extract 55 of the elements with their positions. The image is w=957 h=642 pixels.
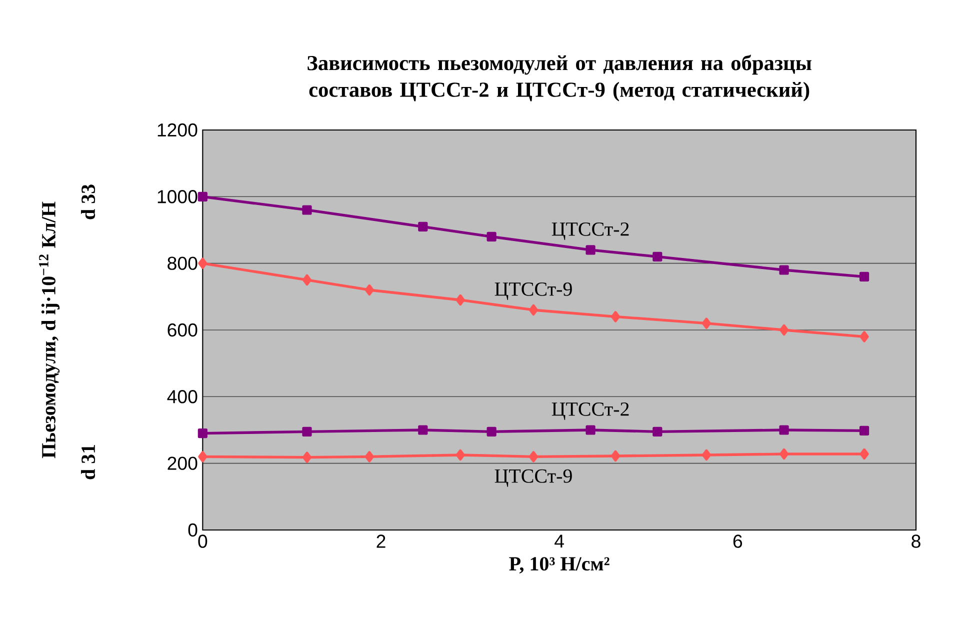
series-label: ЦТССт-9 bbox=[494, 282, 572, 300]
point bbox=[779, 425, 789, 435]
point bbox=[779, 265, 789, 275]
point bbox=[586, 245, 596, 255]
y-tick-label: 1000 bbox=[158, 190, 198, 204]
x-tick-label: 8 bbox=[912, 534, 920, 548]
point bbox=[364, 284, 374, 296]
point bbox=[198, 428, 208, 438]
x-tick-label: 4 bbox=[554, 534, 564, 548]
point bbox=[702, 318, 711, 329]
y-tick-label: 0 bbox=[188, 523, 198, 537]
point bbox=[418, 222, 428, 232]
point bbox=[456, 294, 465, 306]
point bbox=[198, 451, 208, 462]
point bbox=[859, 426, 870, 436]
y-axis-title: Пьезомодули, d ij·10$^{−12}$ Кл/Н bbox=[39, 202, 60, 458]
y-tick-label: 400 bbox=[167, 390, 198, 404]
point bbox=[779, 324, 789, 336]
point bbox=[302, 205, 312, 215]
y-tick-label: 1200 bbox=[158, 123, 198, 137]
point bbox=[418, 425, 428, 435]
y-tick-label: 600 bbox=[168, 323, 198, 337]
point bbox=[586, 425, 596, 435]
point bbox=[652, 252, 662, 262]
point bbox=[486, 232, 496, 242]
x-axis-title: P, 10³ Н/см² bbox=[509, 557, 610, 574]
point bbox=[860, 448, 869, 460]
point bbox=[456, 449, 465, 461]
text: d 31 bbox=[80, 444, 96, 480]
y-tick-label: 200 bbox=[168, 456, 198, 470]
point bbox=[302, 426, 312, 436]
point bbox=[198, 192, 208, 202]
point bbox=[528, 304, 538, 316]
x-tick-label: 2 bbox=[376, 534, 386, 548]
point bbox=[779, 448, 789, 460]
point bbox=[859, 272, 870, 282]
x-tick-label: 0 bbox=[198, 534, 208, 548]
text: d 33 bbox=[80, 184, 96, 220]
series-label: ЦТССт-2 bbox=[552, 402, 629, 420]
point bbox=[528, 451, 538, 462]
point bbox=[652, 426, 662, 436]
chart-title: Зависимость пьезомодулей от давления на образцы составов ЦТССт-2 и ЦТССт-9 (метод статический) bbox=[308, 54, 812, 102]
x-tick-label: 6 bbox=[733, 534, 742, 548]
point bbox=[364, 451, 374, 462]
point bbox=[610, 311, 620, 322]
y-tick-label: 800 bbox=[168, 256, 198, 270]
point bbox=[860, 331, 869, 342]
point bbox=[198, 258, 208, 269]
series-label: ЦТССт-9 bbox=[494, 469, 572, 487]
point bbox=[302, 274, 312, 286]
point bbox=[610, 450, 620, 462]
series-label: ЦТССт-2 bbox=[552, 222, 629, 240]
point bbox=[302, 452, 312, 463]
point bbox=[702, 449, 711, 461]
point bbox=[486, 426, 496, 436]
